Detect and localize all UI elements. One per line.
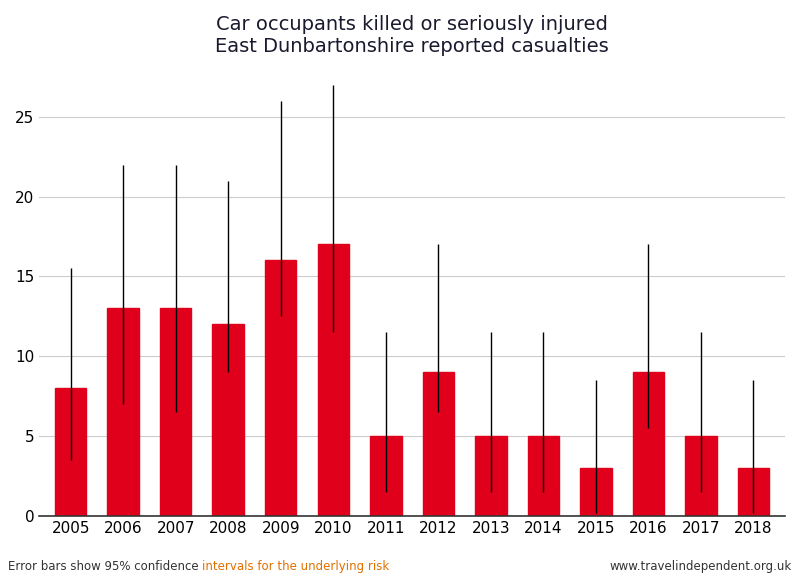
Bar [265,260,297,516]
Text: www.travelindependent.org.uk: www.travelindependent.org.uk [610,560,792,573]
Bar [528,436,559,516]
Text: intervals for the underlying risk: intervals for the underlying risk [202,560,390,573]
Title: Car occupants killed or seriously injured
East Dunbartonshire reported casualtie: Car occupants killed or seriously injure… [215,15,609,56]
Bar [580,468,612,516]
Bar [160,309,191,516]
Bar [422,372,454,516]
Bar [213,324,244,516]
Bar [370,436,402,516]
Bar [55,388,86,516]
Bar [685,436,717,516]
Bar [738,468,770,516]
Bar [318,244,349,516]
Text: Error bars show 95% confidence: Error bars show 95% confidence [8,560,202,573]
Bar [633,372,664,516]
Bar [107,309,139,516]
Bar [475,436,506,516]
